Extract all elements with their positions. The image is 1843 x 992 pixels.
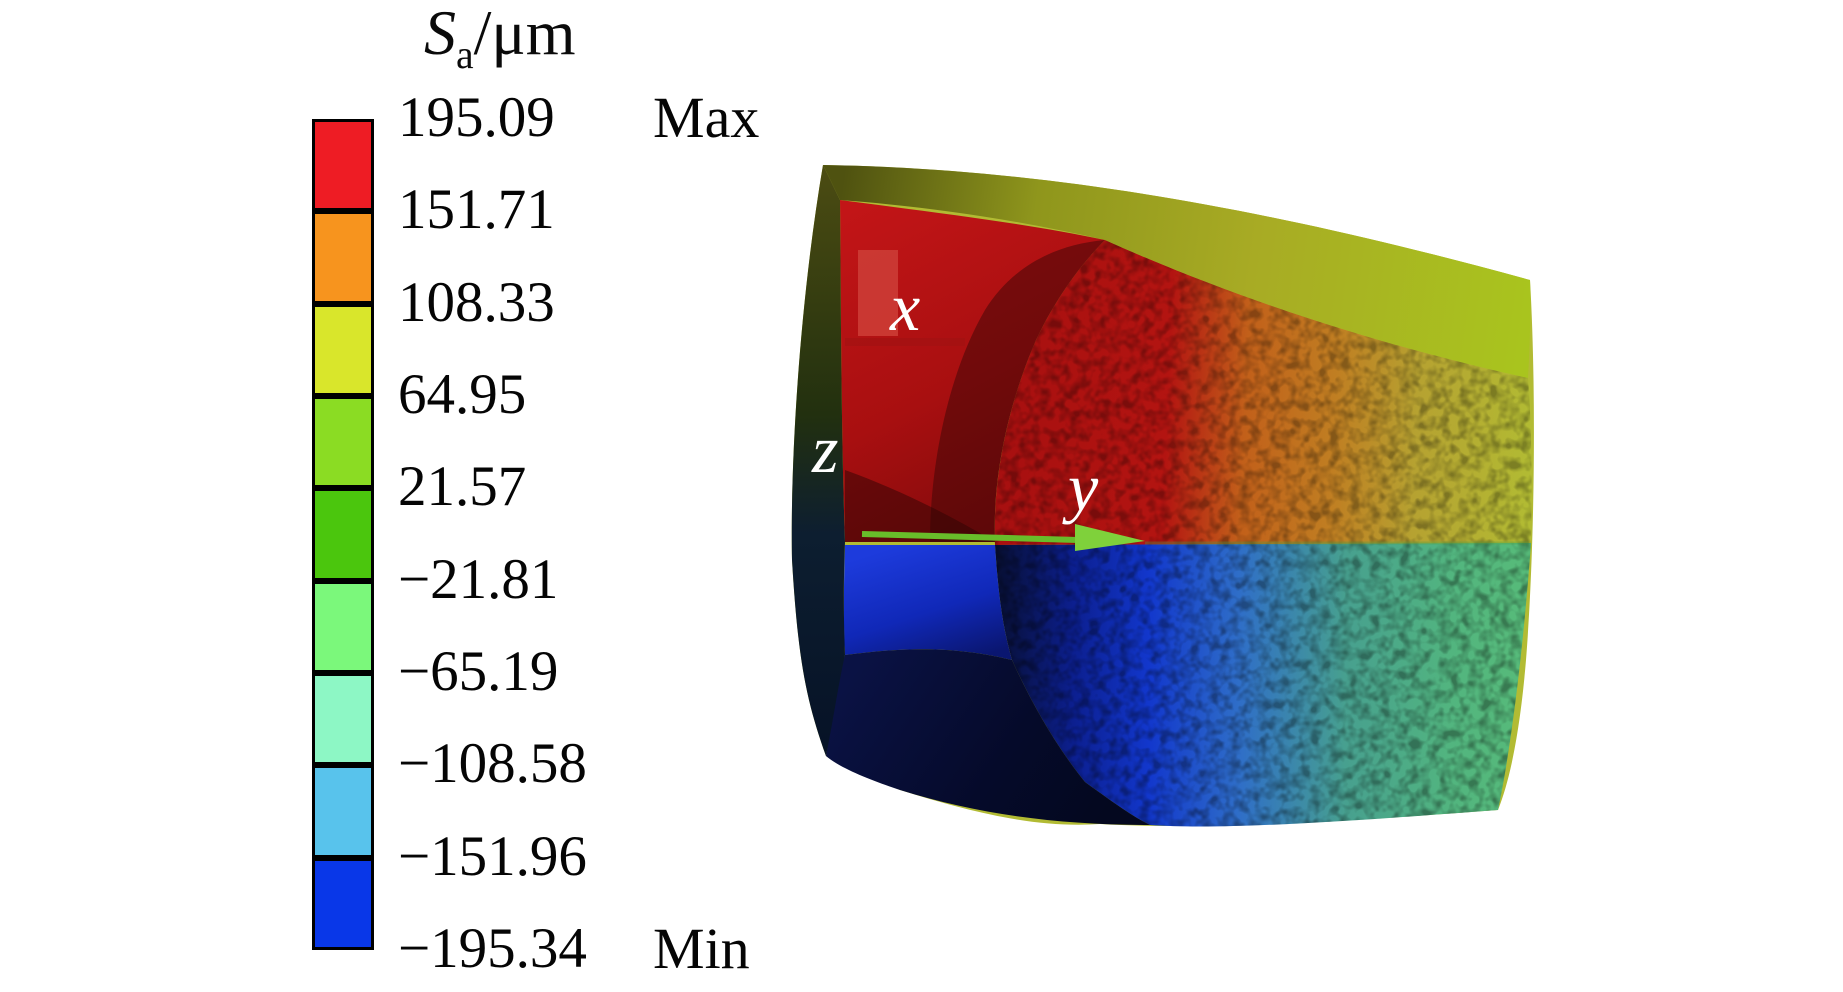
- colorbar-tick-label: 195.09: [398, 86, 555, 150]
- colorbar-band: [312, 672, 374, 766]
- colorbar-band: [312, 488, 374, 581]
- colorbar-tick-label: −21.81: [398, 547, 559, 611]
- colorbar-band: [312, 765, 374, 858]
- colorbar: [312, 119, 374, 950]
- model-left-cut-edge: [791, 165, 845, 756]
- y-axis-arrow-shaft: [861, 531, 1079, 543]
- colorbar-band: [312, 303, 374, 396]
- model-bore-shadow-lower: [845, 470, 995, 542]
- min-label: Min: [653, 916, 750, 982]
- model-top-face: [823, 165, 1531, 378]
- colorbar-tick-label: 151.71: [398, 178, 555, 242]
- colorbar-title: Sa/μm: [424, 0, 576, 75]
- colorbar-band: [312, 211, 374, 304]
- model-underside-face: [826, 649, 1150, 825]
- model-keyway-slot: [858, 250, 898, 336]
- colorbar-tick-label: −108.58: [398, 732, 587, 796]
- colorbar-title-unit: /μm: [473, 0, 576, 68]
- colorbar-tick-label: −195.34: [398, 917, 587, 981]
- colorbar-band: [312, 580, 374, 673]
- colorbar-tick-label: 108.33: [398, 270, 555, 334]
- model-bore-shadow: [930, 240, 1105, 542]
- colorbar-tick-label: 64.95: [398, 363, 527, 427]
- colorbar-band: [312, 857, 374, 950]
- model-bore-face-negative: [843, 545, 1012, 660]
- y-axis-arrow-head: [1075, 524, 1145, 551]
- axis-label-x: x: [889, 269, 920, 345]
- texture-overlay-negative: [995, 543, 1531, 827]
- colorbar-title-symbol: S: [424, 0, 456, 68]
- colorbar-tick-label: 21.57: [398, 455, 527, 519]
- colorbar-band: [312, 395, 374, 489]
- colorbar-band: [312, 119, 374, 212]
- axis-label-y: y: [1062, 449, 1099, 525]
- colorbar-tick-label: −151.96: [398, 824, 587, 888]
- axis-label-z: z: [811, 411, 838, 487]
- colorbar-title-subscript: a: [456, 32, 474, 77]
- max-label: Max: [653, 85, 760, 151]
- colorbar-tick-label: −65.19: [398, 640, 559, 704]
- model-keyway-ledge: [845, 338, 965, 346]
